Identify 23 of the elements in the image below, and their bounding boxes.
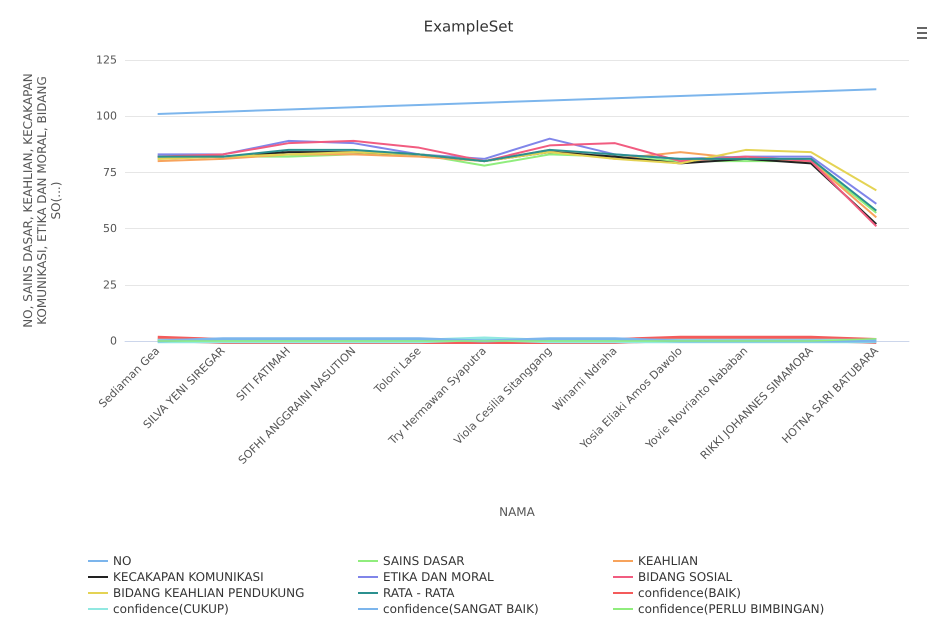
legend-label: KEAHLIAN bbox=[638, 554, 698, 568]
y-tick-label: 0 bbox=[110, 334, 117, 348]
legend-label: NO bbox=[113, 554, 132, 568]
legend-label: confidence(CUKUP) bbox=[113, 602, 229, 616]
legend-label: SAINS DASAR bbox=[383, 554, 465, 568]
y-tick-label: 125 bbox=[96, 54, 117, 66]
legend-label: RATA - RATA bbox=[383, 586, 456, 600]
legend-label: BIDANG KEAHLIAN PENDUKUNG bbox=[113, 586, 304, 600]
y-tick-label: 100 bbox=[96, 110, 117, 123]
legend-label: confidence(PERLU BIMBINGAN) bbox=[638, 602, 824, 616]
y-axis-title: NO, SAINS DASAR, KEAHLIAN, KECAKAPAN KOMUNIKASI, ETIKA DAN MORAL, BIDANG SO(...) bbox=[21, 73, 63, 328]
chart-title: ExampleSet bbox=[424, 18, 514, 36]
legend-label: confidence(BAIK) bbox=[638, 586, 741, 600]
line-series bbox=[156, 148, 878, 192]
y-tick-label: 25 bbox=[103, 278, 117, 292]
legend-label: BIDANG SOSIAL bbox=[638, 570, 733, 584]
legend-label: ETIKA DAN MORAL bbox=[383, 570, 494, 584]
line-series bbox=[156, 88, 878, 115]
x-axis-title: NAMA bbox=[499, 505, 536, 519]
legend-label: confidence(SANGAT BAIK) bbox=[383, 602, 539, 616]
y-tick-label: 75 bbox=[103, 166, 117, 179]
y-tick-label: 50 bbox=[103, 222, 117, 236]
legend-label: KECAKAPAN KOMUNIKASI bbox=[113, 570, 264, 584]
